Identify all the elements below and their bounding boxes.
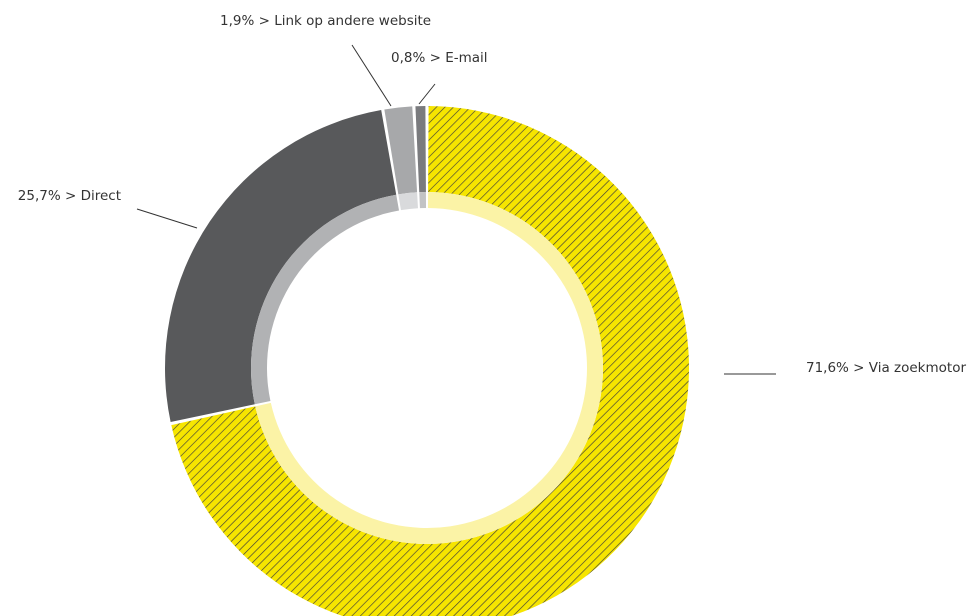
slice-inner-ring-link-op-andere-website [398, 192, 418, 211]
slice-e-mail [415, 106, 426, 193]
slice-via-zoekmotor [171, 106, 689, 616]
slices-group [164, 106, 689, 616]
leader-line-link-op-andere-website [351, 44, 392, 107]
slice-link-op-andere-website [384, 106, 418, 195]
leader-line-direct [136, 208, 198, 229]
slice-label-link-op-andere-website: 1,9% > Link op andere website [220, 13, 431, 29]
labels-group: 71,6% > Via zoekmotor 25,7% > Direct 1,9% … [18, 13, 967, 376]
slice-inner-ring-e-mail [419, 192, 427, 209]
slice-label-direct: 25,7% > Direct [18, 188, 121, 204]
slice-label-e-mail: 0,8% > E-mail [391, 50, 488, 66]
slice-inner-ring-direct [251, 194, 400, 405]
slice-direct [164, 110, 397, 422]
slice-label-via-zoekmotor: 71,6% > Via zoekmotor [806, 360, 966, 376]
leader-line-e-mail [418, 83, 436, 105]
